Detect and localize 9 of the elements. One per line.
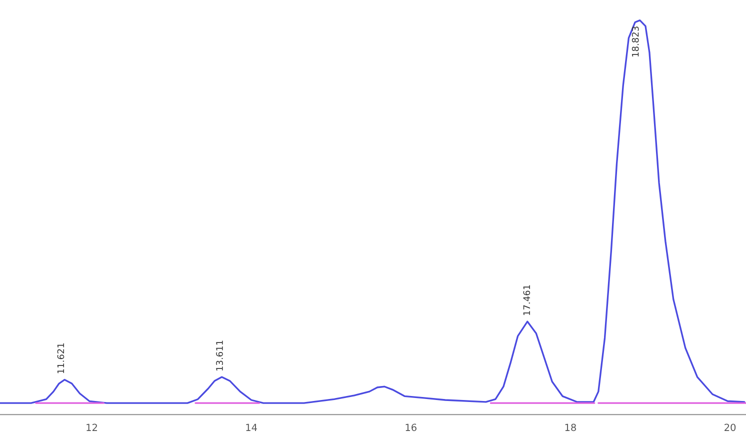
- x-tick-label: 14: [246, 424, 257, 431]
- x-tick-label: 16: [406, 424, 416, 432]
- annotation: 17.461: [523, 285, 530, 315]
- x-tick-label: 20: [724, 424, 736, 432]
- x-tick-label: 18: [565, 424, 576, 432]
- annotation: 11.621: [57, 343, 64, 374]
- annotation: 13.611: [216, 340, 223, 370]
- x-tick-label: 12: [86, 424, 97, 431]
- annotation: 18.823: [632, 26, 639, 56]
